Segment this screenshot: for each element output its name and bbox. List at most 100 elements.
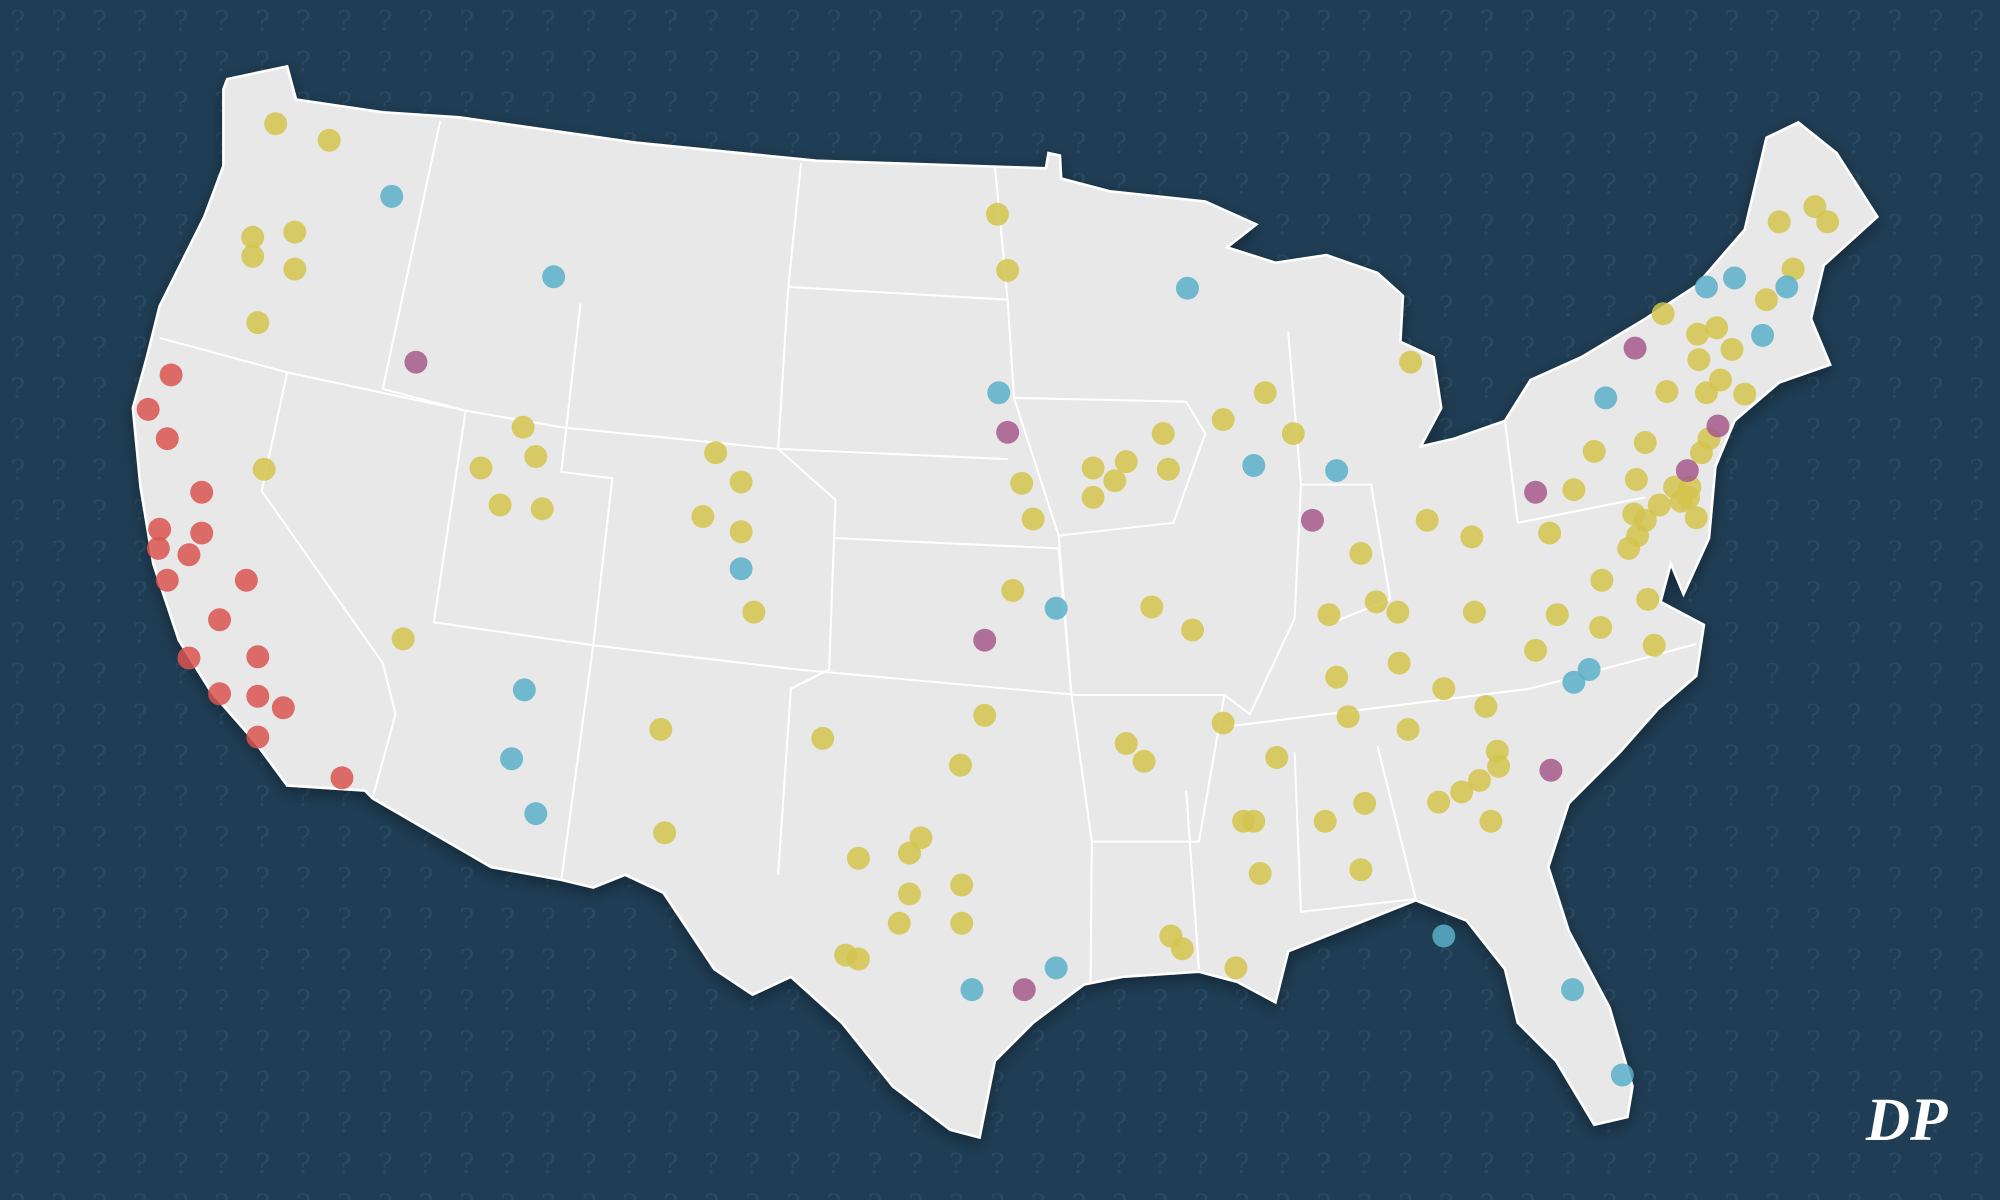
location-dot	[653, 821, 677, 845]
location-dot	[1021, 507, 1045, 531]
location-dot	[1594, 386, 1618, 410]
location-dot	[1114, 450, 1138, 474]
location-dot	[330, 766, 354, 790]
location-dot	[1675, 459, 1699, 483]
location-dot	[1487, 754, 1511, 778]
location-dot	[190, 521, 214, 545]
location-dot	[1677, 485, 1701, 509]
location-dot	[246, 725, 270, 749]
location-dot	[1349, 541, 1373, 565]
location-dot	[1577, 658, 1601, 681]
location-dot	[208, 608, 232, 632]
location-dot	[1012, 978, 1036, 1002]
location-dot	[542, 265, 566, 289]
location-dot	[246, 311, 270, 335]
location-dot	[283, 220, 307, 244]
location-dot	[1706, 414, 1730, 438]
state-border	[159, 336, 1008, 461]
location-dot	[1816, 210, 1840, 234]
location-dot	[530, 497, 554, 521]
location-dot	[524, 802, 548, 826]
location-dot	[155, 427, 179, 451]
location-dot	[155, 568, 179, 592]
location-dot	[1562, 670, 1586, 694]
location-dot	[887, 911, 911, 935]
location-dot	[1479, 809, 1503, 833]
location-dot	[1156, 457, 1180, 481]
location-dot	[1687, 348, 1711, 372]
location-dot	[380, 184, 404, 208]
location-dot	[996, 258, 1020, 282]
location-dot	[1590, 568, 1614, 592]
location-dot	[1386, 600, 1410, 624]
logo: DP	[1865, 1086, 1948, 1154]
location-dot	[704, 441, 728, 465]
state-border	[1071, 693, 1226, 970]
location-dot	[909, 826, 933, 850]
location-dot	[1624, 468, 1648, 491]
location-dot	[1001, 578, 1025, 602]
location-dot	[511, 415, 535, 439]
location-dot	[1044, 596, 1068, 620]
location-dot	[691, 504, 715, 528]
location-dot	[1720, 337, 1744, 361]
location-dot	[1686, 322, 1710, 346]
location-dot	[208, 682, 232, 706]
location-dot	[1633, 431, 1657, 454]
location-dot	[1705, 316, 1729, 340]
location-dot	[1211, 711, 1235, 735]
location-dot	[148, 517, 172, 541]
location-dot	[1636, 587, 1660, 611]
location-dot	[1114, 731, 1138, 755]
location-dot	[1642, 633, 1666, 657]
location-dot	[1695, 381, 1718, 405]
location-dot	[1450, 780, 1474, 804]
location-dot	[1132, 749, 1156, 773]
location-dot	[190, 480, 214, 504]
location-dot	[1300, 508, 1324, 532]
location-dot	[146, 536, 170, 560]
location-dot	[649, 717, 673, 741]
location-dot	[1181, 618, 1205, 642]
location-dot	[246, 645, 270, 669]
location-dot	[391, 627, 415, 651]
location-dot	[1460, 525, 1484, 549]
location-dot	[1803, 195, 1827, 219]
location-dot	[241, 225, 265, 249]
location-dot	[1684, 506, 1708, 530]
location-dot	[512, 678, 536, 702]
location-dot	[846, 947, 870, 971]
location-dot	[283, 257, 307, 281]
location-dot	[1396, 717, 1420, 741]
location-dot	[1010, 471, 1034, 495]
location-dot	[973, 628, 997, 652]
location-dot	[136, 397, 160, 421]
location-dot	[1140, 595, 1164, 619]
location-dot	[1655, 380, 1679, 403]
location-dot	[985, 202, 1009, 226]
location-dot	[897, 882, 921, 906]
location-dot	[177, 646, 201, 670]
location-dot	[1539, 758, 1563, 782]
location-dot	[1364, 590, 1388, 614]
location-dot	[742, 600, 766, 624]
location-dot	[1353, 791, 1377, 815]
location-dot	[1723, 266, 1747, 290]
location-dot	[1313, 809, 1337, 833]
location-dot	[1317, 603, 1341, 627]
location-dot	[1415, 508, 1439, 532]
location-dot	[1767, 210, 1791, 234]
location-dot	[1562, 478, 1586, 502]
location-dot	[177, 543, 201, 567]
location-dot	[241, 244, 265, 268]
location-dot	[1589, 615, 1613, 639]
location-dot	[1468, 768, 1491, 792]
location-dot	[846, 846, 870, 870]
location-dot	[973, 703, 997, 727]
location-dot	[1081, 485, 1105, 509]
state-border	[260, 372, 397, 799]
location-dot	[1103, 469, 1127, 493]
location-dot	[1775, 275, 1799, 299]
location-dot	[1211, 408, 1235, 432]
